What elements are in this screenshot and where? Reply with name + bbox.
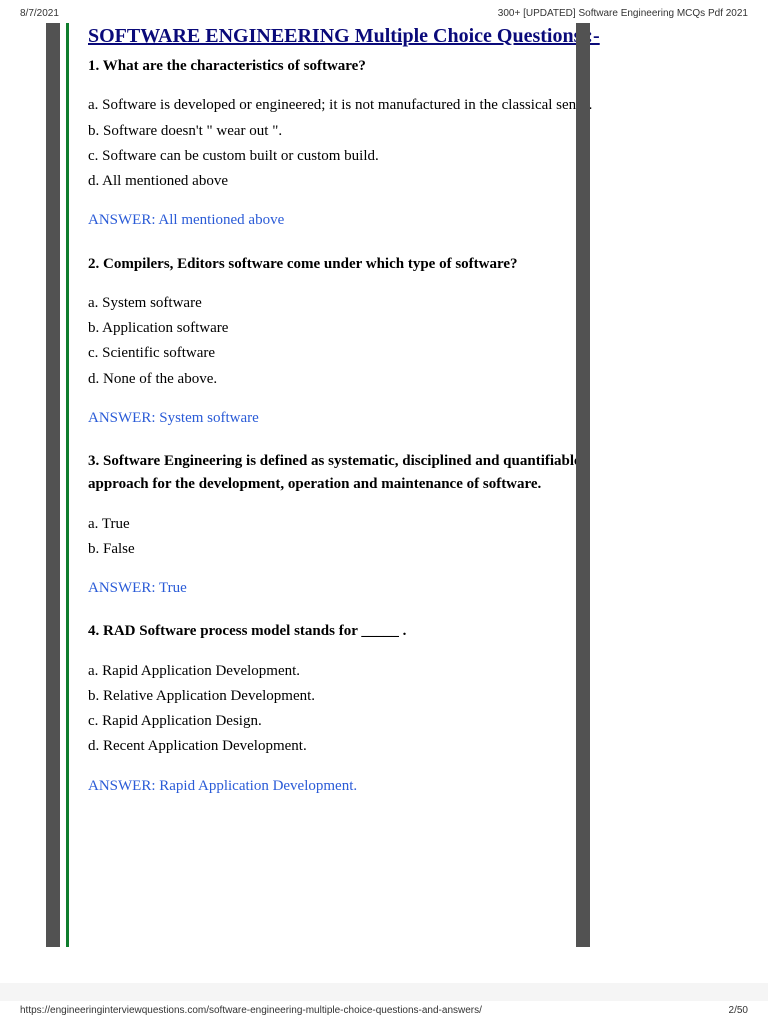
question-1: 1. What are the characteristics of softw…	[88, 55, 628, 78]
content-area: SOFTWARE ENGINEERING Multiple Choice Que…	[88, 23, 708, 798]
option: c. Scientific software	[88, 342, 628, 365]
option: d. All mentioned above	[88, 170, 628, 193]
main-heading: SOFTWARE ENGINEERING Multiple Choice Que…	[88, 23, 628, 49]
footer-page: 2/50	[729, 1005, 748, 1016]
option: a. Rapid Application Development.	[88, 660, 628, 683]
option: b. False	[88, 538, 628, 561]
question-3-options: a. True b. False	[88, 513, 628, 562]
option: a. Software is developed or engineered; …	[88, 94, 628, 117]
option: a. System software	[88, 292, 628, 315]
question-4: 4. RAD Software process model stands for…	[88, 620, 628, 643]
question-3: 3. Software Engineering is defined as sy…	[88, 450, 628, 497]
option: b. Application software	[88, 317, 628, 340]
option: a. True	[88, 513, 628, 536]
option: d. Recent Application Development.	[88, 735, 628, 758]
question-2: 2. Compilers, Editors software come unde…	[88, 253, 628, 276]
footer-url: https://engineeringinterviewquestions.co…	[20, 1005, 482, 1016]
option: b. Relative Application Development.	[88, 685, 628, 708]
question-2-options: a. System software b. Application softwa…	[88, 292, 628, 391]
header-title: 300+ [UPDATED] Software Engineering MCQs…	[498, 8, 748, 19]
print-footer: https://engineeringinterviewquestions.co…	[0, 1001, 768, 1024]
print-header: 8/7/2021 300+ [UPDATED] Software Enginee…	[0, 0, 768, 23]
option: b. Software doesn't " wear out ".	[88, 120, 628, 143]
option: c. Rapid Application Design.	[88, 710, 628, 733]
answer-2: ANSWER: System software	[88, 407, 628, 430]
question-4-options: a. Rapid Application Development. b. Rel…	[88, 660, 628, 759]
option: d. None of the above.	[88, 368, 628, 391]
answer-3: ANSWER: True	[88, 577, 628, 600]
answer-4: ANSWER: Rapid Application Development.	[88, 775, 628, 798]
left-margin-shadow	[46, 23, 60, 947]
document-body: SOFTWARE ENGINEERING Multiple Choice Que…	[0, 23, 768, 983]
right-margin-shadow	[576, 23, 590, 947]
question-1-options: a. Software is developed or engineered; …	[88, 94, 628, 193]
option: c. Software can be custom built or custo…	[88, 145, 628, 168]
header-date: 8/7/2021	[20, 8, 59, 19]
answer-1: ANSWER: All mentioned above	[88, 209, 628, 232]
green-accent-bar	[66, 23, 69, 947]
